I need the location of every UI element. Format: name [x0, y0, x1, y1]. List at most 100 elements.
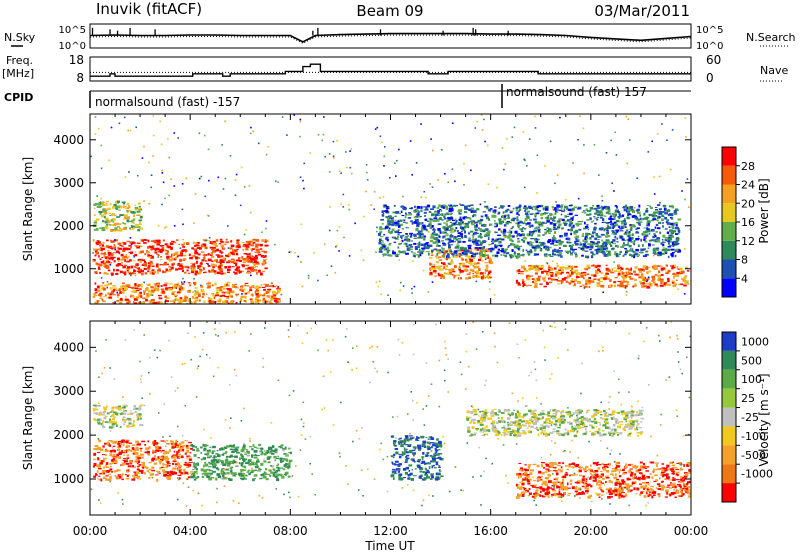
data-cell — [619, 213, 621, 216]
noise-left-tick-bottom: 10^0 — [59, 41, 86, 52]
data-cell — [114, 471, 116, 473]
data-cell — [468, 245, 472, 247]
data-cell — [125, 206, 127, 207]
data-cell — [183, 239, 185, 240]
data-cell — [415, 228, 418, 231]
data-cell — [482, 250, 486, 251]
data-cell — [275, 301, 278, 302]
data-cell — [101, 253, 105, 255]
data-cell — [407, 235, 410, 236]
noise-panel: N.Sky N.Search 10^5 10^0 10^5 10^0 — [4, 24, 796, 52]
data-cell — [189, 257, 193, 259]
data-cell — [664, 269, 666, 270]
data-cell — [104, 221, 106, 222]
data-cell — [122, 266, 126, 268]
data-cell — [164, 249, 167, 250]
data-cell — [157, 284, 160, 286]
data-cell — [460, 233, 463, 235]
data-cell — [627, 213, 630, 214]
data-cell — [575, 255, 578, 258]
data-cell — [432, 232, 434, 234]
data-cell — [273, 456, 276, 459]
data-cell — [166, 467, 168, 469]
data-cell — [98, 440, 101, 443]
data-cell — [439, 268, 442, 270]
data-cell — [103, 296, 106, 297]
data-cell — [182, 445, 184, 447]
data-cell — [566, 242, 568, 243]
data-cell — [164, 227, 166, 229]
data-cell — [144, 253, 146, 255]
data-cell — [606, 222, 608, 224]
data-cell — [413, 210, 415, 211]
data-cell — [382, 244, 385, 246]
data-cell — [146, 467, 148, 469]
data-cell — [119, 223, 121, 225]
data-cell — [94, 208, 96, 209]
data-cell — [112, 294, 116, 295]
data-cell — [444, 233, 447, 234]
data-cell — [464, 226, 466, 229]
data-cell — [504, 249, 508, 251]
data-cell — [220, 241, 223, 243]
data-cell — [122, 283, 125, 285]
data-cell — [179, 470, 181, 473]
data-cell — [651, 276, 655, 279]
data-cell — [591, 274, 594, 276]
data-cell — [177, 137, 179, 139]
data-cell — [134, 267, 137, 268]
data-cell — [103, 288, 106, 291]
data-cell — [195, 257, 198, 260]
data-cell — [632, 211, 635, 213]
data-cell — [546, 230, 549, 232]
data-cell — [392, 252, 395, 255]
data-cell — [285, 455, 289, 456]
data-cell — [217, 300, 221, 302]
data-cell — [192, 291, 194, 293]
data-cell — [644, 234, 648, 235]
data-cell — [123, 256, 127, 258]
data-cell — [554, 228, 558, 230]
data-cell — [405, 215, 407, 218]
data-cell — [202, 293, 205, 296]
data-cell — [221, 468, 223, 471]
data-cell — [131, 211, 134, 214]
data-cell — [96, 195, 98, 197]
data-cell — [464, 208, 468, 211]
data-cell — [136, 476, 140, 478]
data-cell — [670, 236, 674, 237]
data-cell — [536, 265, 538, 267]
data-cell — [661, 123, 663, 125]
data-cell — [201, 468, 204, 471]
data-cell — [277, 298, 280, 300]
data-cell — [417, 206, 421, 209]
data-cell — [251, 456, 253, 458]
data-cell — [260, 463, 263, 466]
data-cell — [577, 139, 579, 141]
data-cell — [300, 121, 302, 123]
data-cell — [138, 203, 141, 205]
data-cell — [149, 252, 151, 253]
data-cell — [553, 216, 556, 219]
data-cell — [476, 224, 478, 227]
data-cell — [513, 219, 515, 222]
data-cell — [508, 205, 511, 207]
data-cell — [433, 241, 436, 244]
data-cell — [480, 204, 482, 206]
data-cell — [273, 474, 276, 476]
data-cell — [588, 267, 590, 269]
data-cell — [198, 294, 201, 296]
data-cell — [134, 452, 138, 455]
data-cell — [593, 216, 595, 217]
data-cell — [366, 164, 368, 166]
data-cell — [129, 259, 132, 261]
data-cell — [519, 209, 522, 211]
data-cell — [273, 294, 275, 297]
data-cell — [681, 269, 683, 270]
data-cell — [414, 238, 417, 239]
data-cell — [227, 284, 229, 286]
data-cell — [207, 285, 211, 288]
noise-right-label: N.Search — [746, 31, 796, 44]
data-cell — [223, 288, 226, 290]
data-cell — [519, 228, 521, 229]
